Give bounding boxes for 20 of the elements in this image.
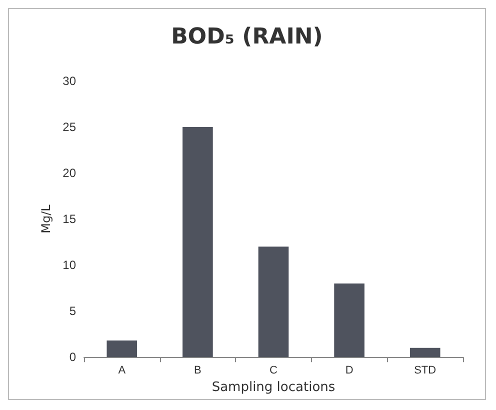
y-tick-label: 10 bbox=[62, 258, 76, 272]
x-tick-label: B bbox=[194, 364, 202, 377]
bar bbox=[334, 283, 364, 358]
y-tick-label: 25 bbox=[62, 120, 76, 134]
y-axis-title: Mg/L bbox=[38, 204, 53, 234]
x-tick-label: A bbox=[118, 364, 126, 377]
x-tick-label: D bbox=[345, 364, 354, 377]
x-tick-label: STD bbox=[414, 364, 436, 377]
bar bbox=[410, 348, 440, 358]
y-tick-label: 20 bbox=[62, 166, 76, 180]
y-tick-label: 0 bbox=[69, 350, 76, 364]
x-tick-label: C bbox=[270, 364, 278, 377]
x-axis-title: Sampling locations bbox=[212, 380, 336, 395]
y-tick-label: 30 bbox=[62, 74, 76, 88]
y-tick-label: 15 bbox=[62, 212, 76, 226]
y-tick-label: 5 bbox=[69, 304, 76, 318]
bar bbox=[258, 246, 289, 358]
bar bbox=[106, 340, 138, 358]
chart-title: BOD₅ (RAIN) bbox=[171, 24, 323, 50]
bar bbox=[182, 127, 213, 358]
